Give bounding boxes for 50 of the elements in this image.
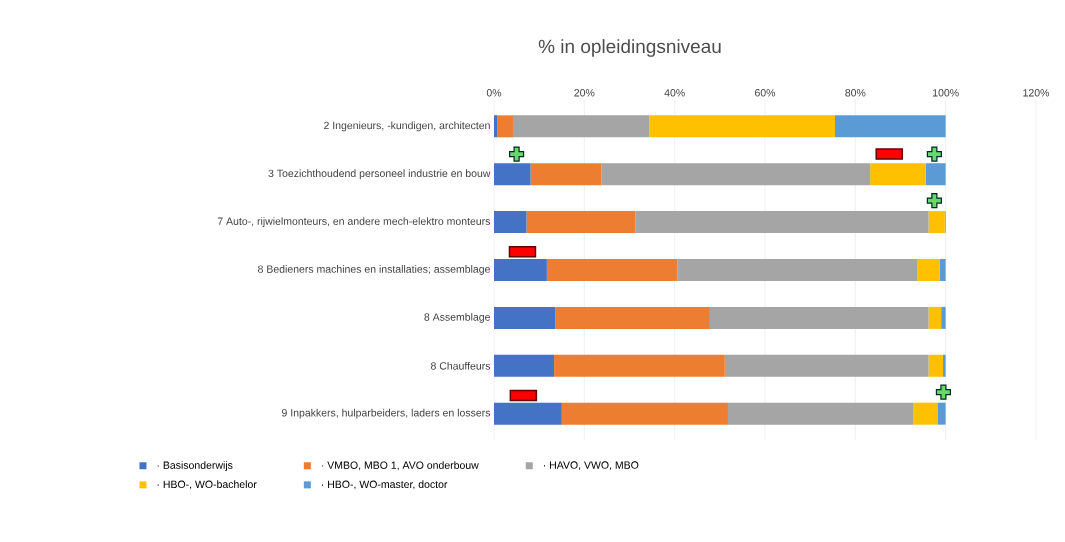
bar (709, 306, 929, 329)
y-tick-label: 8 Chauffeurs (430, 361, 491, 370)
x-tick-label: 40% (664, 89, 685, 97)
y-tick-label: 8 Assemblage (424, 313, 490, 323)
y-tick-label: 7 Auto-, rijwielmonteurs, en andere mech-elektro monteurs (217, 217, 491, 228)
bar (546, 259, 678, 282)
bar (494, 163, 531, 186)
x-tick-label: 60% (755, 89, 776, 97)
bar (494, 211, 527, 234)
chart-title: % in opleidingsniveau (538, 39, 721, 57)
bar (526, 211, 636, 234)
bar (512, 115, 650, 138)
bar (942, 354, 946, 377)
bar (941, 306, 946, 329)
bar (601, 163, 871, 186)
bar (928, 354, 943, 377)
bar (913, 402, 938, 425)
bar (530, 163, 602, 186)
legend-label: · HBO-, WO-bachelor (157, 480, 257, 490)
legend-label: · HBO-, WO-master, doctor (322, 480, 448, 490)
bar (494, 115, 498, 138)
bar (554, 354, 725, 377)
x-tick-label: 0% (486, 89, 502, 97)
legend-label: · VMBO, MBO 1, AVO onderbouw (322, 461, 479, 471)
bar (494, 402, 562, 425)
bar (939, 259, 946, 282)
y-tick-label: 9 Inpakkers, hulparbeiders, laders en lossers (282, 408, 491, 419)
bar (870, 163, 926, 186)
x-tick-label: 120% (1023, 89, 1050, 97)
bar (727, 402, 914, 425)
bar (555, 306, 710, 329)
bar (649, 115, 836, 138)
bar (677, 259, 918, 282)
bar (835, 115, 946, 138)
bar (497, 115, 513, 138)
bar (917, 259, 940, 282)
x-tick-label: 80% (845, 89, 866, 97)
bar (494, 354, 555, 377)
x-tick-label: 100% (933, 89, 959, 97)
legend-label: · HAVO, VWO, MBO (544, 461, 639, 471)
bar (724, 354, 929, 377)
bar (635, 211, 929, 234)
bar (561, 402, 728, 425)
bar (494, 306, 556, 329)
y-tick-label: 3 Toezichthoudend personeel industrie en bouw (268, 169, 491, 180)
y-tick-label: 8 Bedieners machines en installaties; assemblage (258, 265, 490, 275)
x-tick-label: 20% (574, 89, 595, 97)
bar (928, 306, 942, 329)
y-tick-label: 2 Ingenieurs, -kundigen, architecten (324, 121, 490, 132)
legend-label: · Basisonderwijs (157, 461, 233, 471)
